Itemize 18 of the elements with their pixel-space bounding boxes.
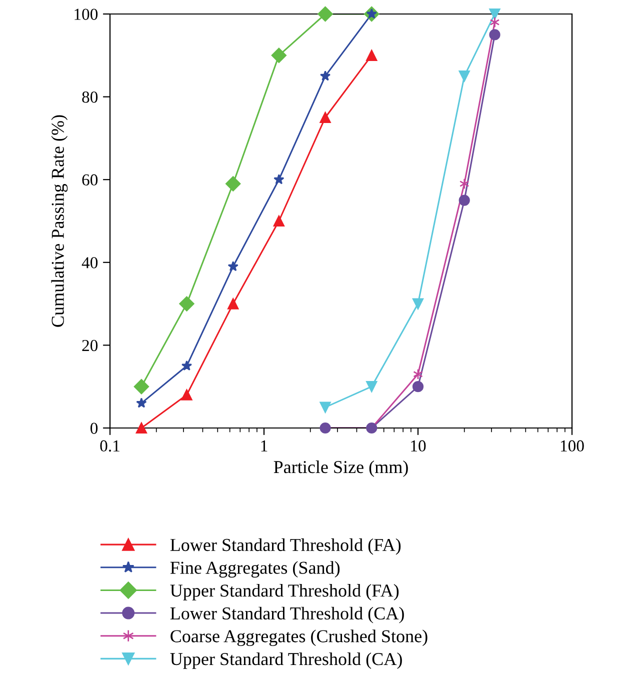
x-tick-label: 100 (560, 440, 584, 452)
y-tick-label: 80 (82, 92, 98, 103)
x-tick-label: 10 (411, 440, 426, 452)
y-tick-label: 20 (82, 340, 98, 352)
legend-label: Lower Standard Threshold (CA) (170, 606, 404, 624)
legend-label: Upper Standard Threshold (FA) (170, 584, 399, 600)
y-tick-label: 0 (90, 422, 98, 434)
x-axis-title: Particle Size (mm) (274, 460, 408, 477)
y-axis-title: Cumulative Passing Rate (%) (51, 115, 68, 327)
y-tick-label: 100 (74, 8, 98, 20)
legend-label: Lower Standard Threshold (FA) (170, 538, 401, 555)
legend-label: Coarse Aggregates (Crushed Stone) (170, 630, 428, 646)
legend-label: Upper Standard Threshold (CA) (170, 652, 402, 669)
x-tick-label: 0.1 (100, 440, 120, 452)
legend-label: Fine Aggregates (Sand) (170, 561, 340, 578)
y-tick-label: 60 (82, 174, 98, 186)
x-tick-label: 1 (261, 440, 268, 452)
y-tick-label: 40 (82, 257, 98, 268)
